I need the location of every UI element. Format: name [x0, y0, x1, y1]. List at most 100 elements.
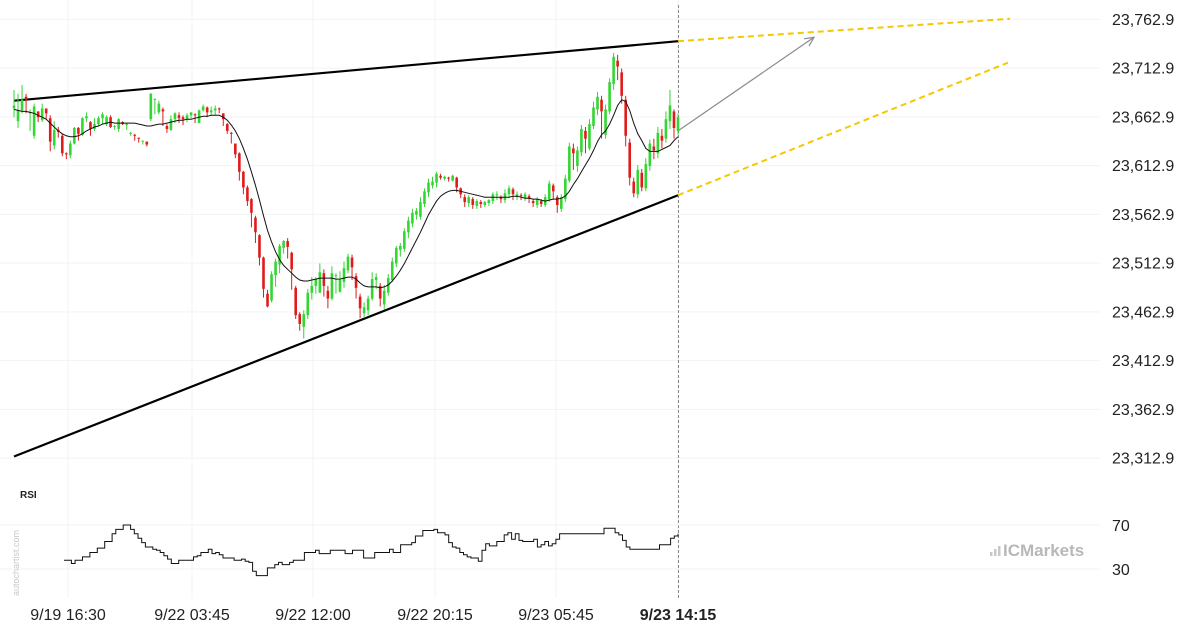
rsi-level-label: 30 [1112, 562, 1130, 579]
candle-body [149, 93, 153, 120]
candle-body [97, 118, 100, 125]
candle-body [129, 132, 133, 134]
candle-body [234, 143, 237, 155]
brand-logo-icon [994, 549, 997, 556]
candle-body [451, 175, 454, 181]
candle-body [584, 130, 587, 139]
candle-body [278, 245, 281, 265]
time-tick-label: 9/22 03:45 [154, 607, 230, 624]
candle-body [225, 124, 229, 131]
candle-body [133, 134, 137, 136]
candle-body [314, 279, 318, 286]
candle-body [302, 314, 306, 327]
brand-name: ICMarkets [1003, 541, 1084, 560]
candle-body [555, 197, 559, 205]
candle-body [181, 117, 185, 120]
candle-body [105, 117, 108, 125]
candle-body [153, 98, 157, 100]
candle-body [519, 195, 523, 197]
candle-body [254, 217, 257, 233]
candle-body [81, 118, 84, 135]
candle-body [568, 146, 571, 181]
candle-body [65, 153, 68, 155]
candle-body [48, 118, 52, 142]
side-watermark: autochartist.com [11, 530, 21, 596]
candle-body [399, 245, 402, 250]
candle-body [169, 119, 173, 130]
candle-body [463, 197, 467, 203]
candle-body [290, 252, 293, 270]
candle-body [652, 146, 656, 151]
candle-body [89, 122, 92, 129]
candle-body [338, 280, 342, 292]
candle-body [676, 117, 680, 131]
time-tick-label: 9/23 05:45 [518, 607, 594, 624]
candle-body [580, 128, 583, 153]
candle-body [40, 108, 44, 121]
candle-body [193, 114, 197, 116]
candle-body [145, 141, 149, 145]
candle-body [475, 201, 479, 206]
candle-body [467, 197, 471, 204]
candle-body [330, 273, 334, 299]
candle-body [177, 115, 181, 119]
candle-body [282, 241, 285, 248]
candle-body [419, 202, 422, 217]
candle-body [624, 99, 627, 136]
candle-body [612, 56, 615, 85]
candle-body [600, 99, 603, 112]
candle-body [173, 113, 177, 120]
candle-body [350, 257, 354, 268]
candle-body [189, 112, 193, 116]
rsi-title: RSI [20, 490, 37, 501]
candle-body [531, 201, 535, 204]
candle-body [523, 194, 527, 199]
candle-body [246, 187, 249, 202]
candle-body [36, 111, 40, 118]
candle-body [374, 277, 378, 281]
price-tick-label: 23,712.9 [1112, 61, 1174, 78]
candle-body [632, 181, 636, 194]
rsi-level-label: 70 [1112, 518, 1130, 535]
candle-body [660, 135, 664, 141]
projection-lower-line [677, 61, 1009, 197]
candle-body [238, 153, 241, 172]
candle-body [511, 189, 515, 195]
candle-body [527, 196, 531, 199]
candle-body [640, 172, 644, 188]
moving-average [13, 99, 679, 289]
time-axis: 9/19 16:30 9/22 03:45 9/22 12:00 9/22 20:15… [30, 607, 716, 624]
candle-body [455, 177, 458, 188]
candle-body [274, 261, 277, 276]
candle-body [205, 107, 209, 113]
candle-body [298, 314, 302, 324]
candle-body [69, 143, 72, 156]
candle-body [431, 181, 434, 186]
candle-body [113, 126, 116, 128]
candle-body [427, 182, 430, 193]
time-tick-label: 9/23 14:15 [640, 607, 717, 624]
candle-body [60, 135, 64, 154]
candle-body [306, 292, 310, 316]
candle-body [346, 256, 350, 271]
candle-body [101, 114, 104, 119]
candle-body [141, 140, 145, 142]
candle-body [499, 197, 503, 200]
candle-body [334, 275, 338, 277]
brand-watermark: autochartist.com ICMarkets [11, 530, 1084, 596]
candle-body [443, 176, 446, 179]
candle-body [395, 247, 398, 264]
price-tick-label: 23,512.9 [1112, 256, 1174, 273]
candle-body [403, 231, 406, 249]
candle-body [382, 290, 386, 305]
candle-body [326, 290, 330, 299]
candle-body [423, 191, 426, 205]
candle-body [358, 296, 362, 309]
candle-body [209, 110, 213, 113]
candle-body [12, 105, 16, 109]
candle-body [217, 108, 221, 110]
candle-body [415, 210, 418, 215]
price-axis: 23,762.9 23,712.9 23,662.9 23,612.9 23,562.9… [1112, 12, 1174, 468]
candles [12, 52, 680, 339]
